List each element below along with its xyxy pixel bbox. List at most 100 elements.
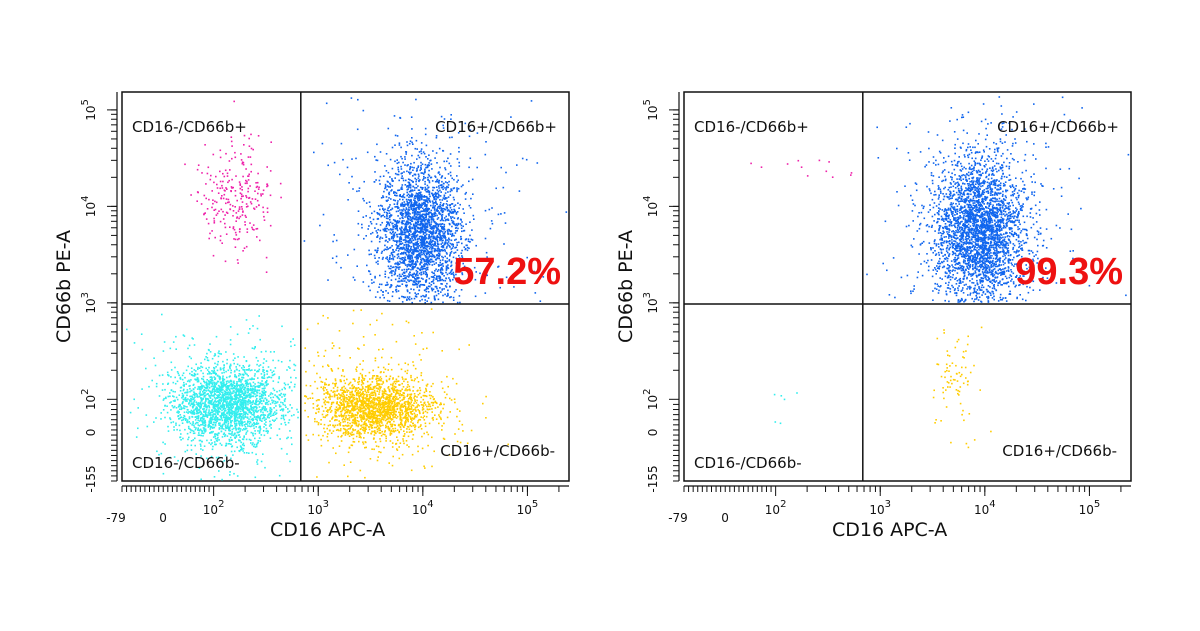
event-dot [263,358,265,360]
event-dot [428,175,431,177]
event-dot [444,279,447,282]
event-dot [409,256,412,258]
event-dot [228,381,230,384]
event-dot [223,432,226,434]
event-dot [243,407,246,409]
event-dot [449,206,452,209]
event-dot [370,233,372,235]
event-dot [205,382,208,384]
event-dot [241,448,243,450]
event-dot [242,392,244,395]
event-dot [321,142,324,145]
event-dot [207,402,210,404]
event-dot [399,209,401,211]
event-dot [415,222,418,224]
event-dot [389,246,392,249]
event-dot [428,162,430,164]
event-dot [212,436,215,438]
event-dot [357,234,360,236]
event-dot [255,395,257,398]
event-dot [397,189,399,192]
event-dot [258,368,261,371]
event-dot [427,164,429,166]
event-dot [254,393,256,395]
event-dot [432,193,434,196]
event-dot [361,226,363,229]
event-dot [212,426,215,429]
event-dot [404,164,406,166]
event-dot [453,208,455,211]
event-dot [210,431,213,434]
event-dot [227,369,230,372]
event-dot [400,177,403,179]
event-dot [269,369,272,371]
event-dot [388,212,391,214]
event-dot [404,296,406,299]
event-dot [221,436,224,438]
event-dot [209,178,212,181]
event-dot [211,395,214,397]
event-dot [226,172,229,175]
event-dot [179,429,181,432]
event-dot [210,372,213,375]
event-dot [434,241,436,243]
event-dot [408,236,410,239]
event-dot [230,382,233,385]
event-dot [439,219,442,222]
event-dot [259,428,262,430]
event-dot [414,177,416,180]
event-dot [232,359,235,362]
event-dot [412,239,415,241]
event-dot [410,179,413,182]
event-dot [173,395,175,398]
event-dot [272,359,274,362]
event-dot [435,209,438,212]
event-dot [454,239,456,241]
event-dot [266,432,269,434]
event-dot [422,151,425,153]
event-dot [416,158,418,160]
event-dot [216,212,219,215]
event-dot [186,449,189,452]
event-dot [429,285,431,288]
event-dot [437,233,440,235]
event-dot [408,172,411,174]
event-dot [405,203,407,205]
event-dot [432,240,434,242]
event-dot [428,241,431,243]
event-dot [414,283,417,285]
event-dot [435,135,438,137]
event-dot [505,171,507,174]
event-dot [259,338,261,341]
event-dot [427,221,430,224]
event-dot [377,234,379,237]
event-dot [363,237,365,240]
event-dot [411,194,413,197]
event-dot [254,432,257,435]
event-dot [414,233,416,235]
event-dot [430,252,432,254]
event-dot [236,402,239,404]
event-dot [428,247,431,250]
event-dot [234,384,236,387]
event-dot [222,375,224,377]
event-dot [401,202,404,204]
event-dot [204,212,206,214]
event-dot [197,424,200,426]
event-dot [182,437,184,440]
event-dot [424,227,426,230]
event-dot [174,391,176,393]
event-dot [425,210,428,212]
event-dot [193,409,195,411]
event-dot [287,408,289,410]
event-dot [245,412,248,415]
event-dot [278,389,281,392]
event-dot [406,221,408,224]
event-dot [214,393,216,396]
event-dot [428,169,430,172]
event-dot [257,188,260,190]
event-dot [392,230,394,233]
event-dot [406,296,409,298]
event-dot [390,232,393,235]
event-dot [432,237,435,239]
